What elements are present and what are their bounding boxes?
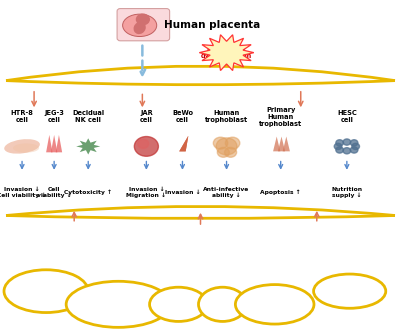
Polygon shape [199, 35, 254, 70]
Polygon shape [179, 136, 188, 151]
Polygon shape [46, 135, 53, 152]
Circle shape [216, 138, 237, 155]
Text: IUGR: IUGR [169, 301, 188, 307]
Ellipse shape [13, 143, 39, 153]
Polygon shape [179, 136, 188, 151]
Text: Invasion ↓: Invasion ↓ [165, 190, 200, 195]
Circle shape [138, 139, 149, 148]
Circle shape [343, 148, 350, 154]
Circle shape [217, 147, 229, 157]
Text: Nutrition
supply ↓: Nutrition supply ↓ [331, 187, 363, 198]
Text: Human
trophoblast: Human trophoblast [205, 110, 248, 123]
Circle shape [343, 139, 350, 145]
Text: HTR-8
cell: HTR-8 cell [10, 110, 34, 123]
Text: BeWo
cell: BeWo cell [172, 110, 193, 123]
Text: Autophagy
dysregulation: Autophagy dysregulation [201, 46, 252, 59]
Circle shape [225, 147, 237, 157]
Ellipse shape [150, 287, 207, 321]
Ellipse shape [314, 274, 386, 308]
Text: Premature
birth: Premature birth [253, 298, 296, 311]
Circle shape [352, 143, 360, 149]
Ellipse shape [134, 22, 146, 34]
Text: JEG-3
cell: JEG-3 cell [44, 110, 64, 123]
Polygon shape [278, 137, 285, 151]
Text: Invasion ↓
Migration ↓: Invasion ↓ Migration ↓ [126, 187, 166, 198]
Text: Cytotoxicity ↑: Cytotoxicity ↑ [64, 190, 112, 195]
Text: Miscarriage: Miscarriage [326, 288, 373, 294]
Ellipse shape [235, 285, 314, 324]
Polygon shape [51, 135, 57, 152]
Circle shape [350, 147, 358, 153]
Ellipse shape [123, 14, 157, 37]
Ellipse shape [4, 270, 88, 313]
Text: Invasion ↓
Cell viability ↓: Invasion ↓ Cell viability ↓ [0, 187, 47, 198]
Circle shape [336, 147, 343, 153]
Ellipse shape [198, 287, 247, 321]
Circle shape [350, 140, 358, 146]
FancyBboxPatch shape [117, 9, 170, 41]
Text: Decidual
NK cell: Decidual NK cell [72, 110, 104, 123]
Circle shape [336, 140, 343, 146]
Circle shape [136, 14, 149, 25]
Text: Primary
Human
trophoblast: Primary Human trophoblast [259, 107, 302, 127]
Text: HESC
cell: HESC cell [337, 110, 357, 123]
Text: JAR
cell: JAR cell [140, 110, 153, 123]
Circle shape [134, 137, 158, 156]
Text: Apoptosis ↑: Apoptosis ↑ [260, 190, 301, 195]
Polygon shape [76, 138, 100, 155]
Ellipse shape [4, 139, 40, 154]
Circle shape [334, 143, 342, 149]
Polygon shape [273, 137, 280, 151]
Text: Human placenta: Human placenta [164, 20, 261, 30]
Circle shape [213, 137, 228, 149]
Polygon shape [56, 135, 62, 152]
Text: Cell
viability ↓: Cell viability ↓ [37, 187, 71, 198]
Text: GDM: GDM [213, 301, 232, 307]
Text: Gestational
obesity: Gestational obesity [23, 285, 69, 298]
Ellipse shape [66, 281, 170, 327]
Text: Anti-infective
ability ↓: Anti-infective ability ↓ [203, 187, 250, 198]
Text: Gestational
hypertension: Gestational hypertension [92, 298, 145, 311]
Polygon shape [283, 137, 290, 151]
Polygon shape [179, 136, 188, 151]
Circle shape [225, 137, 240, 149]
